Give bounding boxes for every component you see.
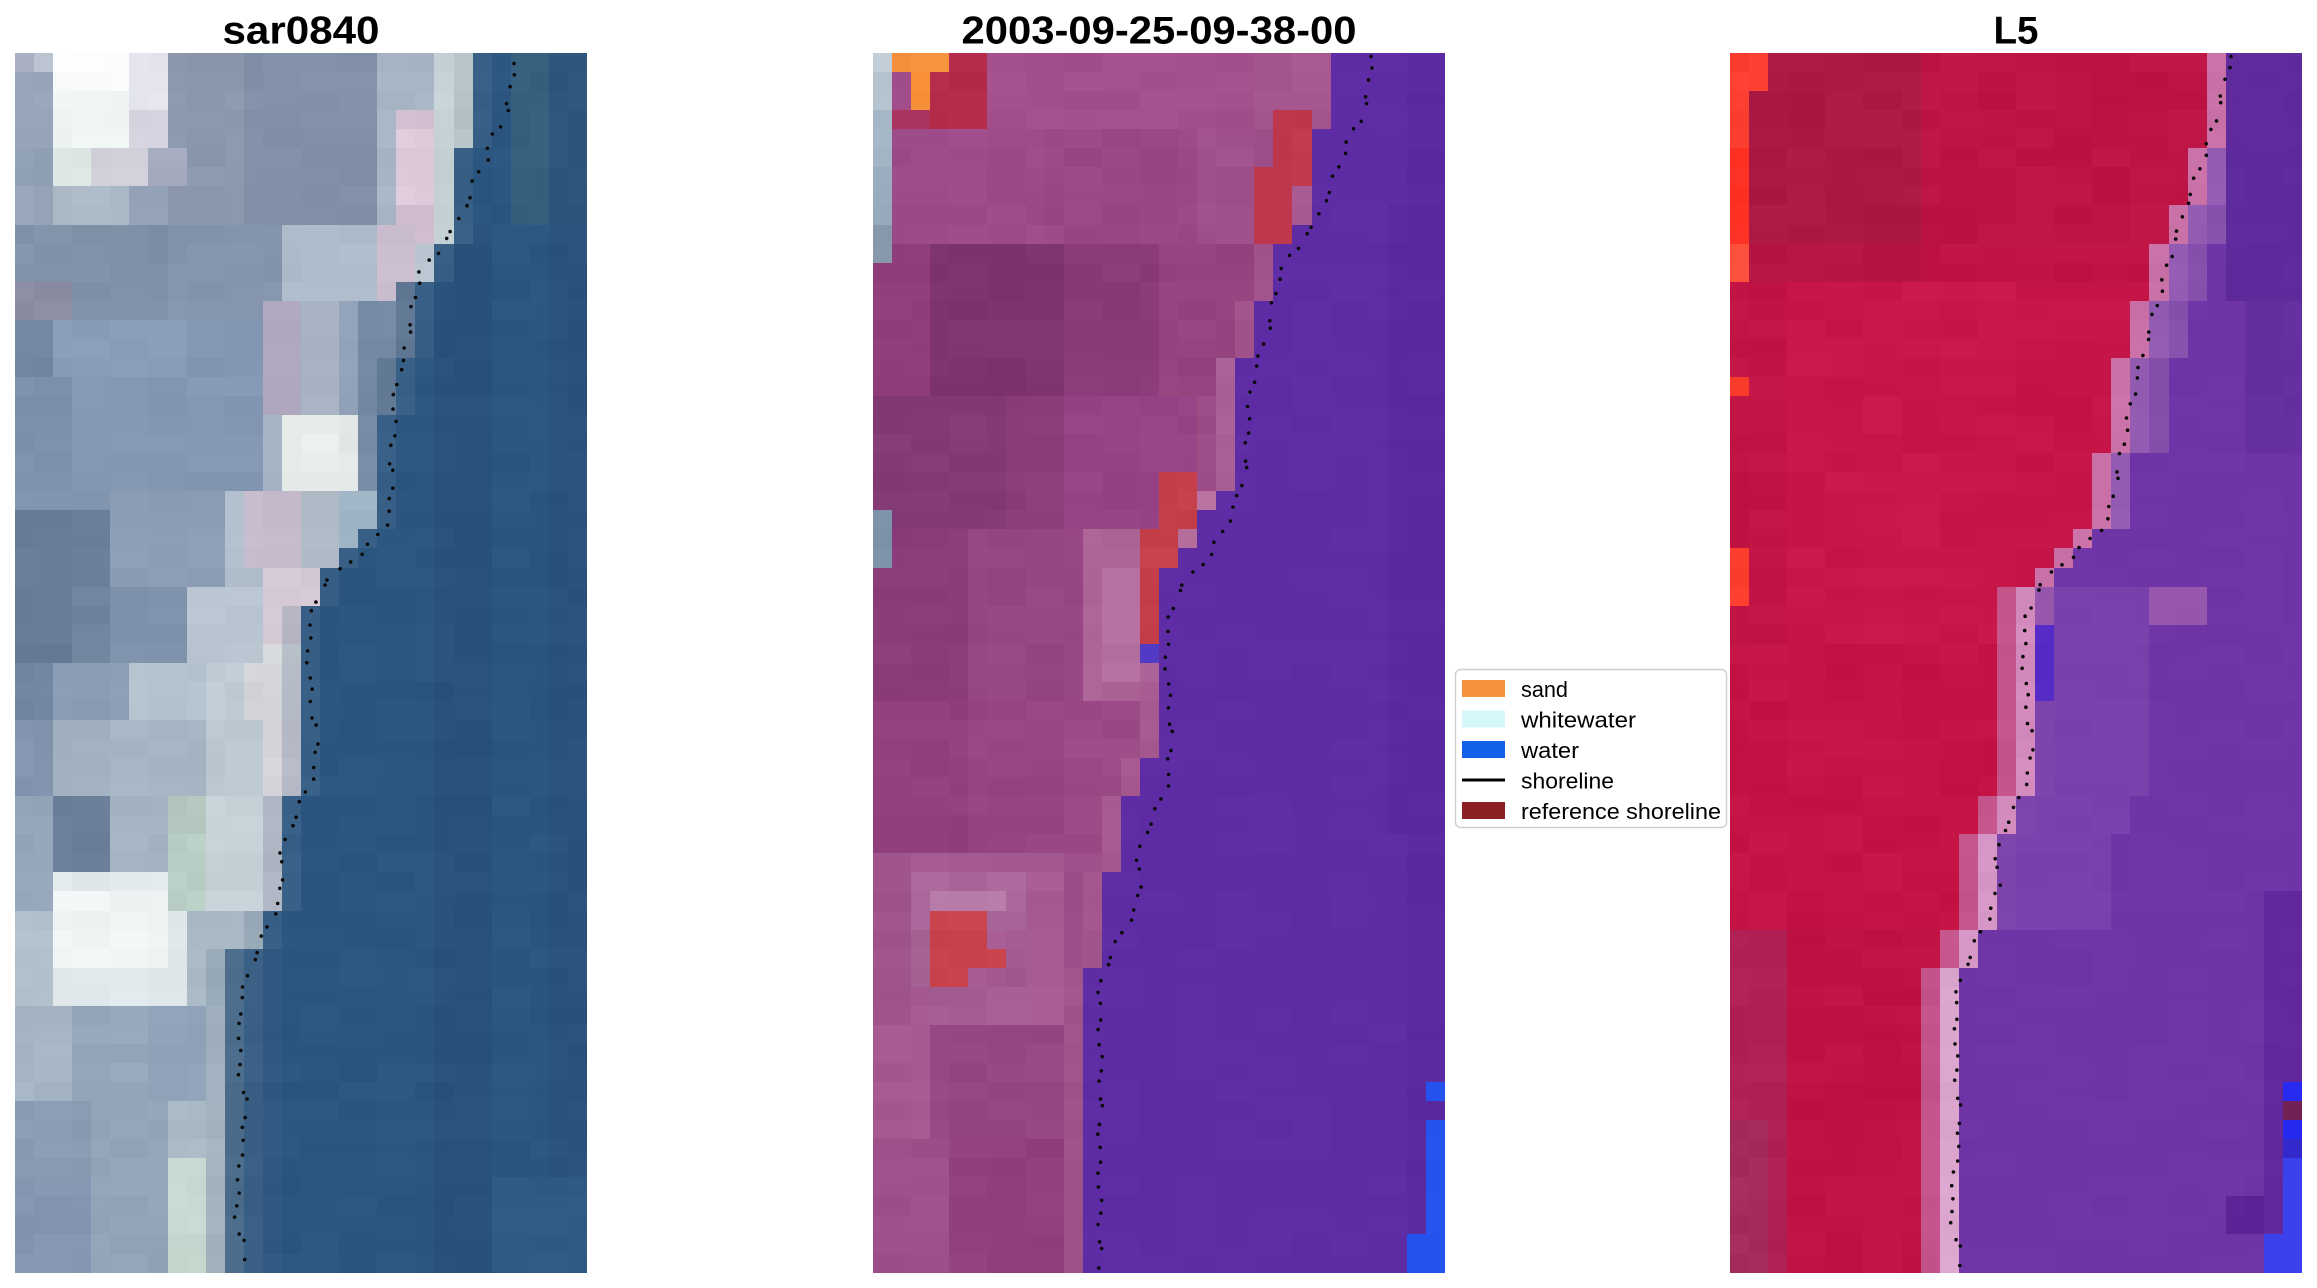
- svg-text:sar0840: sar0840: [223, 10, 380, 53]
- svg-text:reference shoreline: reference shoreline: [1521, 799, 1721, 824]
- svg-text:whitewater: whitewater: [1520, 708, 1636, 733]
- svg-text:sand: sand: [1521, 677, 1568, 702]
- svg-text:shoreline: shoreline: [1521, 769, 1614, 794]
- svg-text:2003-09-25-09-38-00: 2003-09-25-09-38-00: [962, 10, 1357, 53]
- svg-text:L5: L5: [1994, 10, 2039, 53]
- svg-text:water: water: [1520, 738, 1579, 763]
